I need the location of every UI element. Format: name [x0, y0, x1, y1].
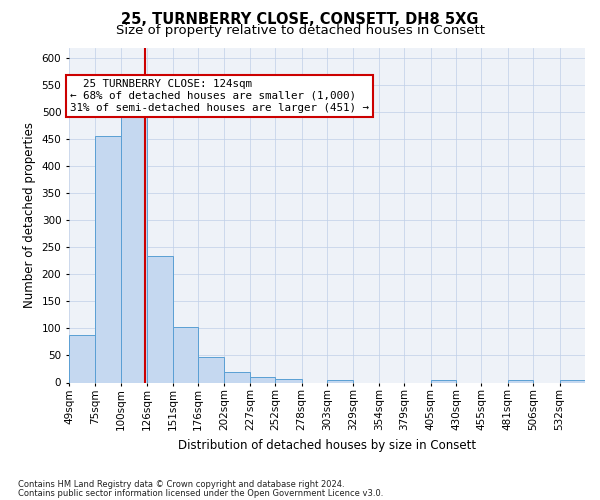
Text: Contains HM Land Registry data © Crown copyright and database right 2024.: Contains HM Land Registry data © Crown c…: [18, 480, 344, 489]
Bar: [147, 256, 173, 382]
Bar: [69, 335, 95, 382]
Bar: [275, 378, 302, 382]
Bar: [508, 380, 533, 382]
Text: 25, TURNBERRY CLOSE, CONSETT, DH8 5XG: 25, TURNBERRY CLOSE, CONSETT, DH8 5XG: [121, 12, 479, 26]
Text: Size of property relative to detached houses in Consett: Size of property relative to detached ho…: [115, 24, 485, 37]
Text: Contains public sector information licensed under the Open Government Licence v3: Contains public sector information licen…: [18, 488, 383, 498]
Bar: [95, 136, 121, 382]
Bar: [121, 112, 147, 382]
Bar: [560, 380, 585, 382]
Bar: [198, 357, 224, 382]
Bar: [250, 376, 275, 382]
Bar: [431, 380, 456, 382]
Bar: [173, 327, 198, 382]
Y-axis label: Number of detached properties: Number of detached properties: [23, 122, 36, 308]
Text: 25 TURNBERRY CLOSE: 124sqm
← 68% of detached houses are smaller (1,000)
31% of s: 25 TURNBERRY CLOSE: 124sqm ← 68% of deta…: [70, 80, 369, 112]
Bar: [224, 372, 250, 382]
X-axis label: Distribution of detached houses by size in Consett: Distribution of detached houses by size …: [178, 438, 476, 452]
Bar: [327, 380, 353, 382]
